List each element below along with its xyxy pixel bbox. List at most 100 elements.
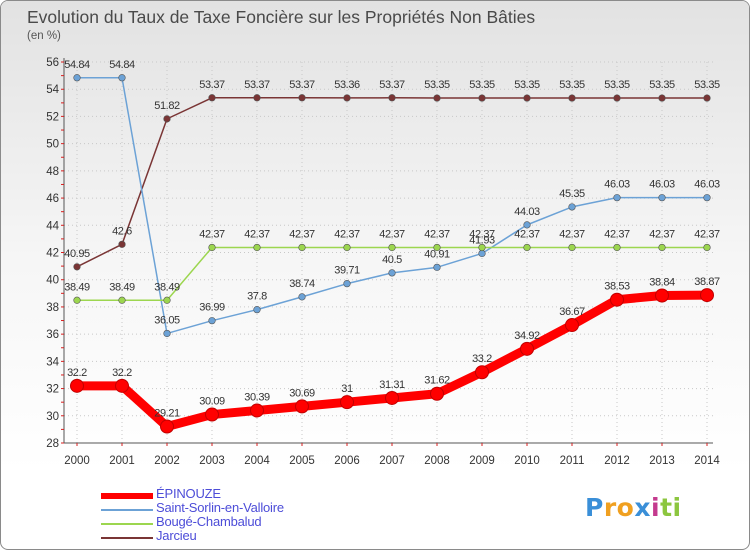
- data-point: [115, 378, 129, 393]
- y-tick-label: 44: [46, 220, 59, 232]
- data-point: [613, 243, 621, 252]
- logo-letter: P: [585, 493, 604, 522]
- data-point: [295, 399, 309, 414]
- logo-letter: i: [672, 493, 682, 522]
- data-point: [658, 94, 666, 102]
- data-point: [118, 240, 126, 248]
- data-label: 30.69: [289, 387, 315, 399]
- data-label: 53.37: [199, 79, 225, 91]
- data-label: 53.35: [694, 79, 720, 91]
- data-point: [520, 341, 534, 356]
- data-point: [478, 94, 486, 102]
- data-label: 42.37: [649, 228, 675, 240]
- data-label: 30.39: [244, 391, 270, 403]
- data-label-layer: 32.2 32.2 29.21 30.09 30.39 30.69 31 31.31 31.62…: [64, 59, 720, 420]
- data-point: [385, 390, 399, 405]
- data-label: 42.37: [694, 228, 720, 240]
- data-point: [613, 94, 621, 102]
- data-label: 38.87: [694, 276, 720, 288]
- data-label: 53.35: [559, 79, 585, 91]
- y-tick-label: 52: [46, 111, 59, 123]
- chart-unit-label: (en %): [27, 30, 61, 42]
- data-label: 46.03: [694, 179, 720, 191]
- data-point: [250, 403, 264, 418]
- logo-letter: o: [616, 493, 635, 522]
- x-tick-label: 2007: [379, 455, 405, 467]
- data-label: 36.05: [154, 314, 180, 326]
- data-label: 53.35: [649, 79, 675, 91]
- data-label: 40.5: [382, 254, 402, 266]
- data-label: 53.37: [379, 79, 405, 91]
- logo-letter: r: [603, 493, 617, 522]
- y-tick-label: 40: [46, 275, 59, 287]
- data-point: [430, 386, 444, 401]
- data-label: 31: [341, 383, 353, 395]
- y-tick-label: 50: [46, 139, 59, 151]
- data-label: 33.2: [472, 353, 492, 365]
- data-point: [523, 94, 531, 102]
- data-label: 53.37: [244, 79, 270, 91]
- chart-title: Evolution du Taux de Taxe Foncière sur l…: [27, 7, 536, 27]
- x-tick-label: 2012: [604, 455, 630, 467]
- data-label: 42.37: [424, 228, 450, 240]
- data-label: 45.35: [559, 188, 585, 200]
- data-label: 37.8: [247, 291, 267, 303]
- y-tick-label: 48: [46, 166, 59, 178]
- axis-layer: 28 30 32 34 36 38 40 42 44 46 48 50 52 54 56 2000 2001 20…: [46, 57, 720, 467]
- data-point: [208, 243, 216, 252]
- data-point: [343, 243, 351, 252]
- data-label: 32.2: [67, 367, 87, 379]
- data-point: [298, 243, 306, 252]
- data-point: [118, 74, 126, 82]
- data-label: 44.03: [514, 206, 540, 218]
- data-label: 38.84: [649, 276, 675, 288]
- data-label: 32.2: [112, 367, 132, 379]
- data-point: [568, 243, 576, 252]
- legend-swatch-jarcieu: [101, 537, 153, 539]
- data-label: 54.84: [64, 59, 90, 71]
- data-point: [163, 115, 171, 123]
- data-point: [523, 221, 531, 229]
- data-label: 39.71: [334, 265, 360, 277]
- y-tick-label: 54: [46, 84, 59, 96]
- data-label: 30.09: [199, 396, 225, 408]
- y-tick-label: 28: [46, 438, 59, 450]
- data-label: 42.37: [379, 228, 405, 240]
- data-label: 40.95: [64, 248, 90, 260]
- data-point: [73, 296, 81, 304]
- data-label: 53.37: [289, 79, 315, 91]
- data-point: [70, 378, 84, 393]
- data-point: [478, 243, 486, 252]
- y-tick-label: 30: [46, 411, 59, 423]
- x-tick-label: 2005: [289, 455, 315, 467]
- data-point: [163, 296, 171, 304]
- data-point: [568, 94, 576, 102]
- data-point: [343, 94, 351, 102]
- data-point: [703, 94, 711, 102]
- x-tick-label: 2013: [649, 455, 675, 467]
- y-tick-label: 32: [46, 384, 59, 396]
- data-point: [118, 296, 126, 304]
- y-tick-label: 38: [46, 302, 59, 314]
- x-tick-label: 2001: [109, 455, 135, 467]
- data-label: 38.49: [64, 281, 90, 293]
- data-point: [73, 74, 81, 82]
- data-label: 42.37: [604, 228, 630, 240]
- x-tick-label: 2010: [514, 455, 540, 467]
- legend-label: ÉPINOUZE: [156, 486, 221, 501]
- legend-swatch-bouge-chambalud: [101, 523, 153, 525]
- data-label: 42.37: [559, 228, 585, 240]
- data-point: [388, 94, 396, 102]
- x-tick-label: 2004: [244, 455, 270, 467]
- legend-label: Jarcieu: [156, 528, 197, 543]
- data-label: 38.53: [604, 281, 630, 293]
- data-label: 42.37: [199, 228, 225, 240]
- logo-letter: x: [634, 493, 651, 522]
- data-label: 42.6: [112, 225, 132, 237]
- x-tick-label: 2014: [694, 455, 720, 467]
- data-label: 53.36: [334, 79, 360, 91]
- y-tick-label: 34: [46, 356, 59, 368]
- data-point: [475, 365, 489, 380]
- data-point: [208, 317, 216, 325]
- data-label: 31.62: [424, 375, 450, 387]
